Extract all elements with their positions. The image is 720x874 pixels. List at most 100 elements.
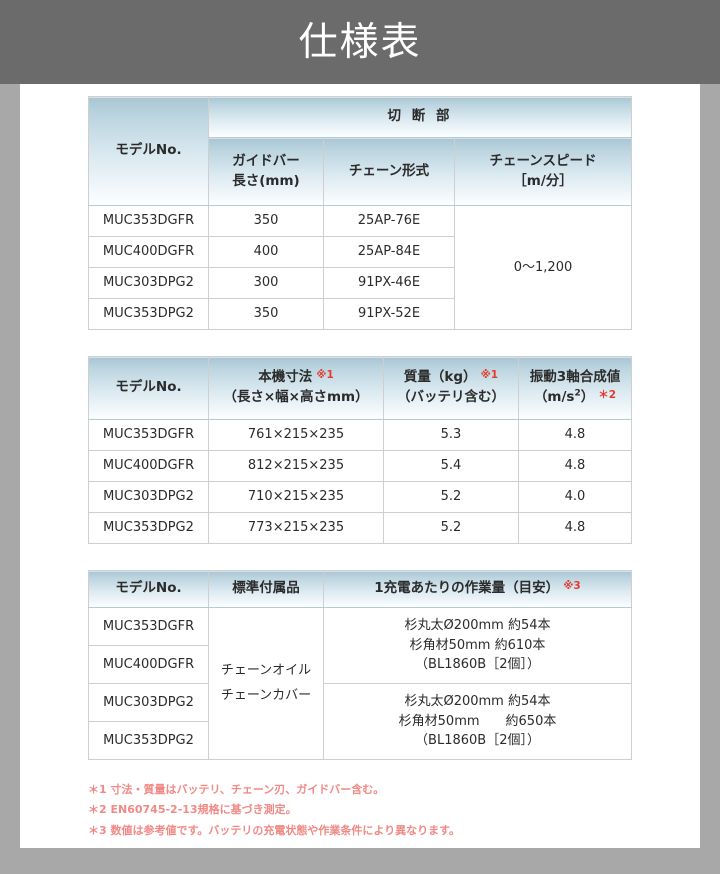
column-header-chain-speed-line2: ［m/分］	[513, 172, 573, 189]
column-header-weight-line1: 質量（kg） ※1	[384, 368, 518, 388]
cell-worktime-line2: 杉角材50mm 約650本	[398, 713, 557, 729]
cell-dimensions: 710×215×235	[208, 481, 384, 513]
cell-vibration: 4.8	[518, 450, 632, 482]
cell-bar-length: 350	[208, 205, 324, 237]
table-header-row-sub: ガイドバー 長さ(mm) チェーン形式 チェーンスピード ［m/分］	[89, 137, 632, 206]
column-header-chain-speed-line1: チェーンスピード	[489, 152, 597, 169]
cell-model: MUC400DGFR	[88, 645, 209, 684]
table-row: MUC353DPG2 350 91PX-52E	[88, 298, 632, 330]
column-header-dimensions: 本機寸法 ※1 （長さ×幅×高さmm）	[208, 356, 384, 420]
cell-dimensions: 773×215×235	[208, 512, 384, 544]
cell-worktime-line3: （BL1860B［2個］）	[415, 733, 540, 749]
cell-model: MUC353DGFR	[88, 419, 209, 451]
footnote-1: ＊1 寸法・質量はバッテリ、チェーン刃、ガイドバー含む。	[88, 783, 385, 796]
table-row: MUC303DPG2 710×215×235 5.2 4.0	[88, 481, 632, 513]
cell-bar-length: 350	[208, 298, 324, 330]
cell-weight: 5.2	[383, 512, 519, 544]
column-header-bar-length-line2: 長さ(mm)	[232, 172, 300, 189]
table-header-row: モデルNo. 本機寸法 ※1 （長さ×幅×高さmm） 質量（kg） ※1 （バッテリ…	[88, 356, 632, 420]
cell-bar-length: 300	[208, 267, 324, 299]
cell-worktime-line3: （BL1860B［2個］）	[415, 657, 540, 673]
cell-chain-speed: 0〜1,200	[454, 205, 632, 330]
table-row: MUC353DGFR チェーンオイル チェーンカバー 杉丸太Ø200mm 約54…	[88, 607, 632, 760]
column-header-dimensions-line2: （長さ×幅×高さmm）	[223, 389, 369, 405]
cell-worktime-group: 杉丸太Ø200mm 約54本 杉角材50mm 約610本 （BL1860B［2個…	[323, 607, 632, 684]
cell-vibration: 4.8	[518, 512, 632, 544]
column-header-model: モデルNo.	[88, 570, 209, 608]
table-row: MUC303DPG2 杉丸太Ø200mm 約54本 杉角材50mm 約650本 …	[88, 683, 632, 760]
cell-weight: 5.3	[383, 419, 519, 451]
cell-chain-type: 91PX-52E	[323, 298, 455, 330]
page-title: 仕様表	[298, 19, 422, 65]
column-header-worktime-text: 1充電あたりの作業量（目安）	[374, 580, 560, 597]
column-header-vibration-line2: （m/s2） ＊2	[519, 388, 631, 408]
cell-vibration: 4.0	[518, 481, 632, 513]
cell-model: MUC353DPG2	[88, 298, 209, 330]
footnotes: ＊1 寸法・質量はバッテリ、チェーン刃、ガイドバー含む。 ＊2 EN60745-…	[88, 780, 700, 841]
column-header-vibration-unit: （m/s2）	[533, 388, 595, 406]
column-header-group-cutting: 切 断 部	[208, 96, 632, 138]
column-header-model: モデルNo.	[88, 96, 209, 206]
column-header-dimensions-text: 本機寸法	[258, 369, 313, 386]
cell-weight: 5.4	[383, 450, 519, 482]
column-header-chain-speed: チェーンスピード ［m/分］	[454, 137, 632, 206]
table-header-row-group: モデルNo. 切 断 部	[88, 96, 632, 206]
cell-dimensions: 761×215×235	[208, 419, 384, 451]
column-header-weight: 質量（kg） ※1 （バッテリ含む）	[383, 356, 519, 420]
column-header-bar-length: ガイドバー 長さ(mm)	[208, 137, 324, 206]
cell-model: MUC303DPG2	[88, 481, 209, 513]
cell-model: MUC303DPG2	[88, 683, 209, 722]
note-marker-1: ※1	[480, 369, 499, 382]
table-row: MUC400DGFR	[88, 645, 632, 684]
table-row: MUC353DPG2	[88, 721, 632, 760]
note-marker-3: ※3	[563, 580, 581, 593]
cell-accessories: チェーンオイル チェーンカバー	[208, 607, 324, 760]
column-header-chain-type: チェーン形式	[323, 137, 455, 206]
column-header-worktime: 1充電あたりの作業量（目安） ※3	[323, 570, 632, 608]
cell-accessories-line1: チェーンオイル	[220, 662, 312, 678]
table-spacer	[88, 330, 700, 356]
cell-chain-type: 25AP-84E	[323, 236, 455, 268]
cell-accessories-line2: チェーンカバー	[220, 687, 312, 703]
cell-model: MUC353DGFR	[88, 205, 209, 237]
column-header-weight-line2: （バッテリ含む）	[397, 389, 505, 405]
cell-bar-length: 400	[208, 236, 324, 268]
cell-chain-type: 25AP-76E	[323, 205, 455, 237]
cell-model: MUC353DPG2	[88, 721, 209, 760]
cell-weight: 5.2	[383, 481, 519, 513]
note-marker-2: ＊2	[598, 388, 617, 401]
cell-model: MUC353DPG2	[88, 512, 209, 544]
column-header-vibration: 振動3軸合成値 （m/s2） ＊2	[518, 356, 632, 420]
table-row: MUC353DPG2 773×215×235 5.2 4.8	[88, 512, 632, 544]
column-header-model: モデルNo.	[88, 356, 209, 420]
column-header-bar-length-line1: ガイドバー	[232, 152, 300, 169]
cell-worktime-line1: 杉丸太Ø200mm 約54本	[404, 694, 551, 710]
table-spacer	[88, 544, 700, 570]
cell-model: MUC353DGFR	[88, 607, 209, 646]
column-header-weight-text: 質量（kg）	[403, 369, 477, 386]
footnote-2: ＊2 EN60745-2-13規格に基づき測定。	[88, 803, 297, 817]
table-accessories: モデルNo. 標準付属品 1充電あたりの作業量（目安） ※3 MUC353DGFR…	[88, 570, 632, 760]
table-row: MUC400DGFR 400 25AP-84E	[88, 236, 632, 268]
column-header-vibration-line1: 振動3軸合成値	[529, 369, 621, 386]
cell-model: MUC400DGFR	[88, 450, 209, 482]
cell-model: MUC400DGFR	[88, 236, 209, 268]
page-header-bar: 仕様表	[0, 0, 720, 84]
table-row: MUC353DGFR 761×215×235 5.3 4.8	[88, 419, 632, 451]
footnote-3: ＊3 数値は参考値です。バッテリの充電状態や作業条件により異なります。	[88, 823, 461, 837]
cell-worktime-group: 杉丸太Ø200mm 約54本 杉角材50mm 約650本 （BL1860B［2個…	[323, 683, 632, 760]
table-dimensions: モデルNo. 本機寸法 ※1 （長さ×幅×高さmm） 質量（kg） ※1 （バッテリ…	[88, 356, 632, 544]
table-header-row: モデルNo. 標準付属品 1充電あたりの作業量（目安） ※3	[88, 570, 632, 608]
cell-vibration: 4.8	[518, 419, 632, 451]
cell-chain-type: 91PX-46E	[323, 267, 455, 299]
column-header-accessories: 標準付属品	[208, 570, 324, 608]
cell-dimensions: 812×215×235	[208, 450, 384, 482]
table-cutting-section: モデルNo. 切 断 部 ガイドバー 長さ(mm) チェーン形式 チェーンスピー…	[88, 96, 632, 330]
table-row: MUC353DGFR 350 25AP-76E 0〜1,200	[88, 205, 632, 330]
column-header-dimensions-line1: 本機寸法 ※1	[209, 368, 383, 388]
cell-model: MUC303DPG2	[88, 267, 209, 299]
table-row: MUC400DGFR 812×215×235 5.4 4.8	[88, 450, 632, 482]
cell-worktime-line2: 杉角材50mm 約610本	[409, 637, 546, 653]
cell-worktime-line1: 杉丸太Ø200mm 約54本	[404, 618, 551, 634]
